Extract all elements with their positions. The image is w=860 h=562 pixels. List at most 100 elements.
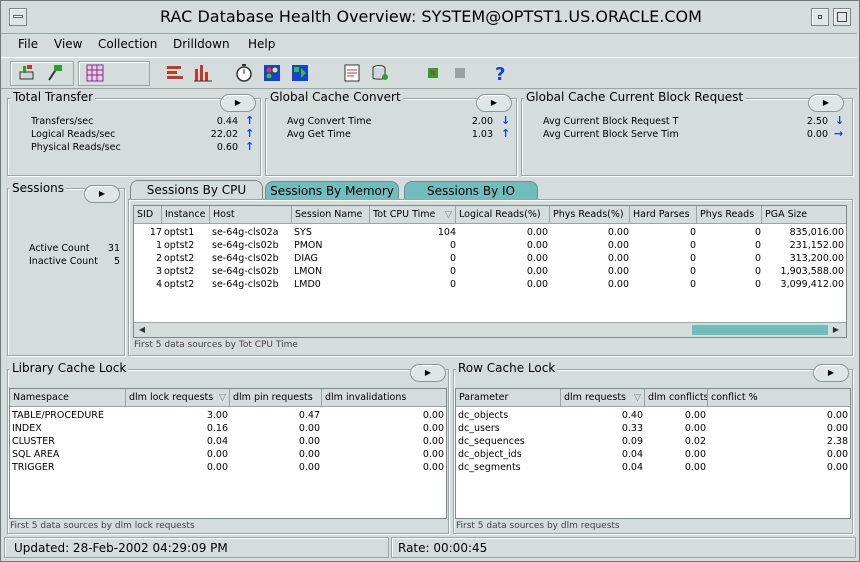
library-cache-panel (7, 369, 449, 534)
table-cell: 3,099,412.00 (780, 279, 844, 290)
table-cell: 0.00 (526, 253, 548, 264)
total-transfer-drilldown-button[interactable]: ▶ (220, 94, 256, 112)
col-dlm-invalidations[interactable]: dlm invalidations (325, 392, 407, 403)
record-icon[interactable] (424, 63, 444, 83)
table-row[interactable]: TRIGGER 0.00 0.00 0.00 (10, 461, 446, 474)
table-cell: dc_objects (458, 410, 509, 421)
table-cell: 0.00 (526, 240, 548, 251)
col-dlm-lock-requests[interactable]: dlm lock requests ▽ (126, 389, 230, 407)
sort-down-icon: ▽ (444, 209, 452, 220)
col-dlm-requests[interactable]: dlm requests ▽ (561, 389, 645, 407)
global-cache-current-drilldown-button[interactable]: ▶ (808, 94, 844, 112)
minimize-icon (818, 15, 822, 19)
row-cache-drilldown-button[interactable]: ▶ (813, 364, 849, 382)
table-cell: optst1 (164, 227, 195, 238)
table-row[interactable]: CLUSTER 0.04 0.00 0.00 (10, 435, 446, 448)
table-row[interactable]: dc_segments 0.04 0.00 0.00 (456, 461, 850, 474)
col-sid[interactable]: SID (134, 206, 162, 224)
table-cell: optst2 (164, 240, 195, 251)
tab-sessions-by-cpu[interactable]: Sessions By CPU (130, 180, 263, 200)
maximize-button[interactable] (833, 8, 851, 26)
table-cell: 0.02 (684, 436, 706, 447)
table-cell: 0.04 (621, 449, 643, 460)
sessions-drilldown-button[interactable]: ▶ (84, 185, 120, 203)
table-row[interactable]: 2 optst2 se-64g-cls02b DIAG 0 0.00 0.00 0 0 313,2… (134, 252, 846, 265)
table-row[interactable]: TABLE/PROCEDURE 3.00 0.47 0.00 (10, 409, 446, 422)
col-phys-reads[interactable]: Phys Reads (697, 206, 762, 224)
col-hard-parses[interactable]: Hard Parses (630, 206, 697, 224)
bar-chart-red-icon[interactable] (193, 63, 213, 83)
table-cell: 0 (754, 227, 761, 238)
table-row[interactable]: 17 optst1 se-64g-cls02a SYS 104 0.00 0.00 0 0 835… (134, 226, 846, 239)
col-session-name[interactable]: Session Name (292, 206, 370, 224)
table-row[interactable]: INDEX 0.16 0.00 0.00 (10, 422, 446, 435)
connect-icon[interactable] (17, 63, 37, 83)
table-cell: SYS (294, 227, 312, 238)
table-cell: dc_users (458, 423, 500, 434)
global-cache-convert-drilldown-button[interactable]: ▶ (476, 94, 512, 112)
col-tot-cpu-time[interactable]: Tot CPU Time ▽ (370, 206, 456, 224)
window-menu-button[interactable] (9, 8, 27, 26)
col-host[interactable]: Host (210, 206, 292, 224)
avg-current-block-request-value: 2.50 (806, 116, 828, 127)
menu-collection[interactable]: Collection (98, 37, 158, 51)
menu-help[interactable]: Help (248, 37, 276, 51)
col-dlm-pin-requests[interactable]: dlm pin requests (230, 389, 322, 407)
maximize-icon (837, 12, 847, 22)
table-cell: 0.09 (621, 436, 643, 447)
table-cell: 0 (754, 240, 761, 251)
table-cell: 2.38 (826, 436, 848, 447)
stopwatch-icon[interactable] (234, 63, 254, 83)
col-tot-cpu-time-label: Tot CPU Time (373, 209, 436, 220)
table-cell: 17 (149, 227, 162, 238)
menu-view[interactable]: View (54, 37, 83, 51)
table-row[interactable]: dc_object_ids 0.04 0.00 0.00 (456, 448, 850, 461)
col-phys-reads-pct[interactable]: Phys Reads(%) (550, 206, 630, 224)
col-parameter[interactable]: Parameter (456, 389, 561, 407)
horizontal-scrollbar[interactable]: ◀ ▶ (134, 322, 846, 337)
col-instance[interactable]: Instance (162, 206, 210, 224)
table-cell: se-64g-cls02b (212, 240, 279, 251)
table-row[interactable]: 4 optst2 se-64g-cls02b LMD0 0 0.00 0.00 0 0 3,099… (134, 278, 846, 291)
table-cell: PMON (294, 240, 323, 251)
scroll-left-icon[interactable]: ◀ (138, 325, 146, 334)
minimize-button[interactable] (811, 8, 829, 26)
library-cache-header: Namespace dlm lock requests ▽ dlm pin re… (10, 389, 446, 407)
table-row[interactable]: dc_objects 0.40 0.00 0.00 (456, 409, 850, 422)
inactive-count-value: 5 (113, 256, 120, 267)
bar-chart-icon[interactable] (165, 63, 185, 83)
table-row[interactable]: dc_sequences 0.09 0.02 2.38 (456, 435, 850, 448)
help-icon[interactable]: ? (490, 63, 510, 85)
menu-file[interactable]: File (18, 37, 39, 51)
col-conflict-pct[interactable]: conflict % (711, 392, 758, 403)
scrollbar-thumb[interactable] (692, 325, 828, 335)
table-row[interactable]: SQL AREA 0.00 0.00 0.00 (10, 448, 446, 461)
logical-reads-sec-label: Logical Reads/sec (31, 129, 116, 140)
table-cell: 0.00 (298, 436, 320, 447)
col-logical-reads[interactable]: Logical Reads(%) (456, 206, 550, 224)
database-icon[interactable] (370, 63, 390, 83)
table-row[interactable]: 3 optst2 se-64g-cls02b LMON 0 0.00 0.00 0 0 1,903… (134, 265, 846, 278)
traffic-light-icon[interactable] (262, 63, 282, 83)
table-row[interactable]: 1 optst2 se-64g-cls02b PMON 0 0.00 0.00 0 0 231,1… (134, 239, 846, 252)
tab-sessions-by-io[interactable]: Sessions By IO (404, 181, 538, 201)
table-cell: 0.00 (422, 410, 444, 421)
col-namespace[interactable]: Namespace (10, 389, 126, 407)
table-cell: 0 (754, 253, 761, 264)
col-pga-size[interactable]: PGA Size (765, 209, 808, 220)
tab-sessions-by-memory[interactable]: Sessions By Memory (265, 181, 399, 201)
window-title: RAC Database Health Overview: SYSTEM@OPT… (160, 7, 702, 26)
report-icon[interactable] (342, 63, 362, 83)
table-row[interactable]: dc_users 0.33 0.00 0.00 (456, 422, 850, 435)
stop-icon[interactable] (451, 63, 471, 83)
library-cache-drilldown-button[interactable]: ▶ (410, 364, 446, 382)
table-cell: 0.00 (607, 279, 629, 290)
menu-drilldown[interactable]: Drilldown (173, 37, 230, 51)
play-panel-icon[interactable] (290, 63, 310, 83)
disconnect-icon[interactable] (45, 63, 65, 83)
sessions-table: SID Instance Host Session Name Tot CPU T… (133, 205, 847, 338)
avg-convert-time-label: Avg Convert Time (287, 116, 372, 127)
scroll-right-icon[interactable]: ▶ (832, 325, 840, 334)
grid-icon[interactable] (85, 63, 105, 83)
col-dlm-conflicts[interactable]: dlm conflicts (645, 389, 708, 407)
